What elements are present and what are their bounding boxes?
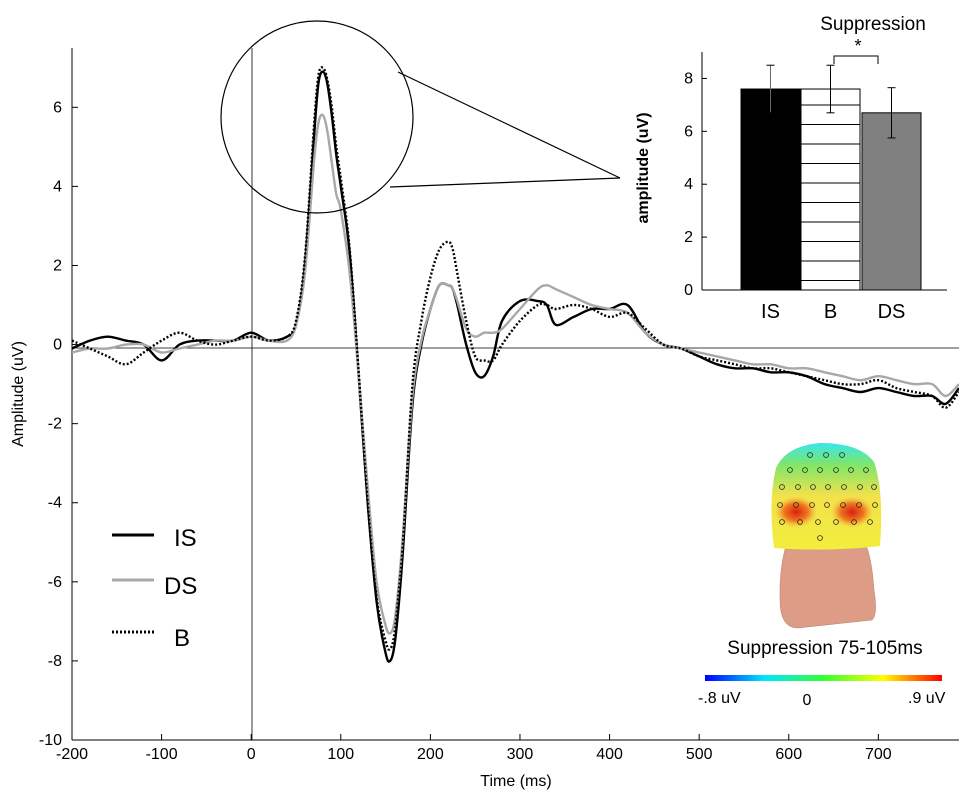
electrode-marker <box>815 519 821 525</box>
x-tick-label: 300 <box>507 746 534 763</box>
colorbar-mid-label: 0 <box>803 692 812 709</box>
electrode-marker <box>809 502 815 508</box>
inset-category-label: DS <box>878 301 906 323</box>
zoom-connector-top <box>397 71 621 179</box>
electrode-marker <box>833 519 839 525</box>
significance-bracket <box>833 55 879 64</box>
bar-is <box>740 88 801 291</box>
y-tick-label: 6 <box>53 99 62 116</box>
electrode-marker <box>787 467 793 473</box>
x-tick-label: 500 <box>686 746 713 763</box>
electrode-marker <box>817 535 823 541</box>
legend-label-b: B <box>174 625 190 652</box>
y-tick-label: -8 <box>48 653 62 670</box>
electrode-marker <box>851 519 857 525</box>
x-axis-label: Time (ms) <box>480 773 551 790</box>
electrode-marker <box>810 484 816 490</box>
inset-y-tick-label: 4 <box>684 176 693 193</box>
inset-y-tick-label: 0 <box>684 282 693 299</box>
colorbar-max-label: .9 uV <box>908 690 946 707</box>
inset-y-tick-label: 6 <box>684 123 693 140</box>
inset-category-label: IS <box>761 301 780 323</box>
inset-y-label: amplitude (uV) <box>635 112 652 223</box>
y-tick-label: 0 <box>53 337 62 354</box>
bar-b <box>800 88 861 291</box>
suppression-bar-chart: Suppression 0 2 4 6 8 IS B DS amplitude (uV) * <box>635 14 947 323</box>
electrode-marker <box>779 484 785 490</box>
electrode-marker <box>872 502 878 508</box>
x-tick-label: 700 <box>865 746 892 763</box>
inset-y-tick-label: 2 <box>684 229 693 246</box>
electrode-marker <box>807 452 813 458</box>
electrode-marker <box>856 502 862 508</box>
y-tick-label: -2 <box>48 416 62 433</box>
electrode-marker <box>824 502 830 508</box>
x-tick-label: 400 <box>596 746 623 763</box>
bar-ds <box>861 112 922 291</box>
series-line-ds <box>72 113 959 635</box>
y-tick-label: 4 <box>53 178 62 195</box>
waveform-series <box>72 66 959 663</box>
x-tick-label: 100 <box>327 746 354 763</box>
electrode-marker <box>863 467 869 473</box>
inset-category-label: B <box>824 301 837 323</box>
electrode-marker <box>802 467 808 473</box>
electrode-marker <box>779 519 785 525</box>
electrode-marker <box>839 452 845 458</box>
topomap-caption: Suppression 75-105ms <box>727 638 922 659</box>
electrode-marker <box>797 519 803 525</box>
inset-y-ticks: 0 2 4 6 8 <box>684 70 707 299</box>
y-tick-label: -4 <box>48 495 62 512</box>
colorbar <box>705 675 942 681</box>
x-tick-label: 0 <box>247 746 256 763</box>
y-tick-label: 2 <box>53 257 62 274</box>
series-line-b <box>72 66 959 651</box>
electrode-marker <box>817 467 823 473</box>
x-tick-label: 600 <box>775 746 802 763</box>
electrode-markers <box>777 452 878 541</box>
electrode-marker <box>793 502 799 508</box>
y-tick-label: -6 <box>48 574 62 591</box>
x-tick-label: 200 <box>417 746 444 763</box>
electrode-marker <box>841 484 847 490</box>
x-tick-label: -200 <box>56 746 88 763</box>
scalp-shape <box>771 443 882 550</box>
neck-skin <box>779 544 876 629</box>
electrode-marker <box>857 484 863 490</box>
significance-star: * <box>854 36 861 56</box>
legend-label-ds: DS <box>164 573 197 600</box>
inset-bars: IS B DS <box>740 64 922 323</box>
zoom-circle <box>220 20 414 214</box>
y-axis-ticks: -10 -8 -6 -4 -2 0 2 4 6 <box>39 99 78 749</box>
inset-title: Suppression <box>820 14 926 35</box>
legend: IS DS B <box>112 525 197 652</box>
topographic-map: Suppression 75-105ms -.8 uV 0 .9 uV <box>698 443 946 709</box>
hotspot-left <box>774 496 818 528</box>
electrode-marker <box>795 484 801 490</box>
x-axis-ticks: -200 -100 0 100 200 300 400 500 600 700 <box>56 734 892 763</box>
electrode-marker <box>777 502 783 508</box>
electrode-marker <box>867 519 873 525</box>
electrode-marker <box>823 452 829 458</box>
electrode-marker <box>833 467 839 473</box>
colorbar-min-label: -.8 uV <box>698 690 741 707</box>
legend-label-is: IS <box>174 525 197 552</box>
electrode-marker <box>871 484 877 490</box>
x-tick-label: -100 <box>146 746 178 763</box>
zoom-connector-bottom <box>389 177 621 188</box>
electrode-marker <box>848 467 854 473</box>
electrode-marker <box>840 502 846 508</box>
y-tick-label: -10 <box>39 732 62 749</box>
inset-y-tick-label: 8 <box>684 70 693 87</box>
electrode-marker <box>825 484 831 490</box>
y-axis-label: Amplitude (uV) <box>10 341 27 447</box>
